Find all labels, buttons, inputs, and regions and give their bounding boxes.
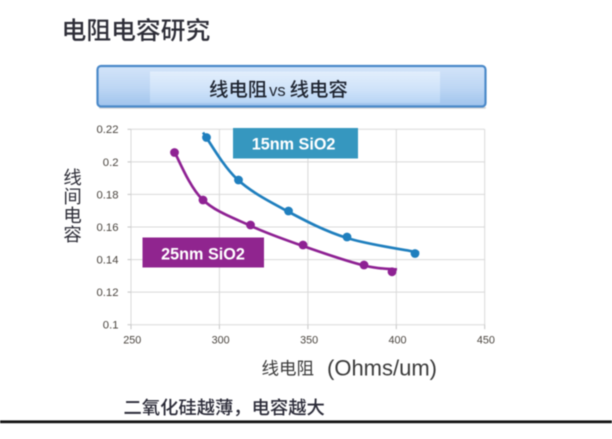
svg-text:vs: vs [269, 82, 286, 100]
svg-text:0.14: 0.14 [97, 255, 119, 267]
svg-text:0.1: 0.1 [103, 320, 119, 332]
svg-text:0.22: 0.22 [97, 124, 119, 136]
svg-text:0.2: 0.2 [103, 157, 119, 169]
svg-text:25nm SiO2: 25nm SiO2 [161, 245, 245, 263]
svg-text:0.18: 0.18 [97, 189, 119, 201]
svg-text:0.12: 0.12 [97, 287, 119, 299]
svg-text:450: 450 [477, 334, 495, 346]
svg-text:300: 300 [212, 334, 230, 346]
svg-text:15nm SiO2: 15nm SiO2 [252, 135, 336, 153]
svg-text:0.16: 0.16 [97, 222, 119, 234]
svg-text:400: 400 [388, 334, 406, 346]
svg-text:(Ohms/um): (Ohms/um) [327, 356, 437, 381]
svg-text:350: 350 [300, 334, 318, 346]
svg-text:250: 250 [123, 334, 141, 346]
